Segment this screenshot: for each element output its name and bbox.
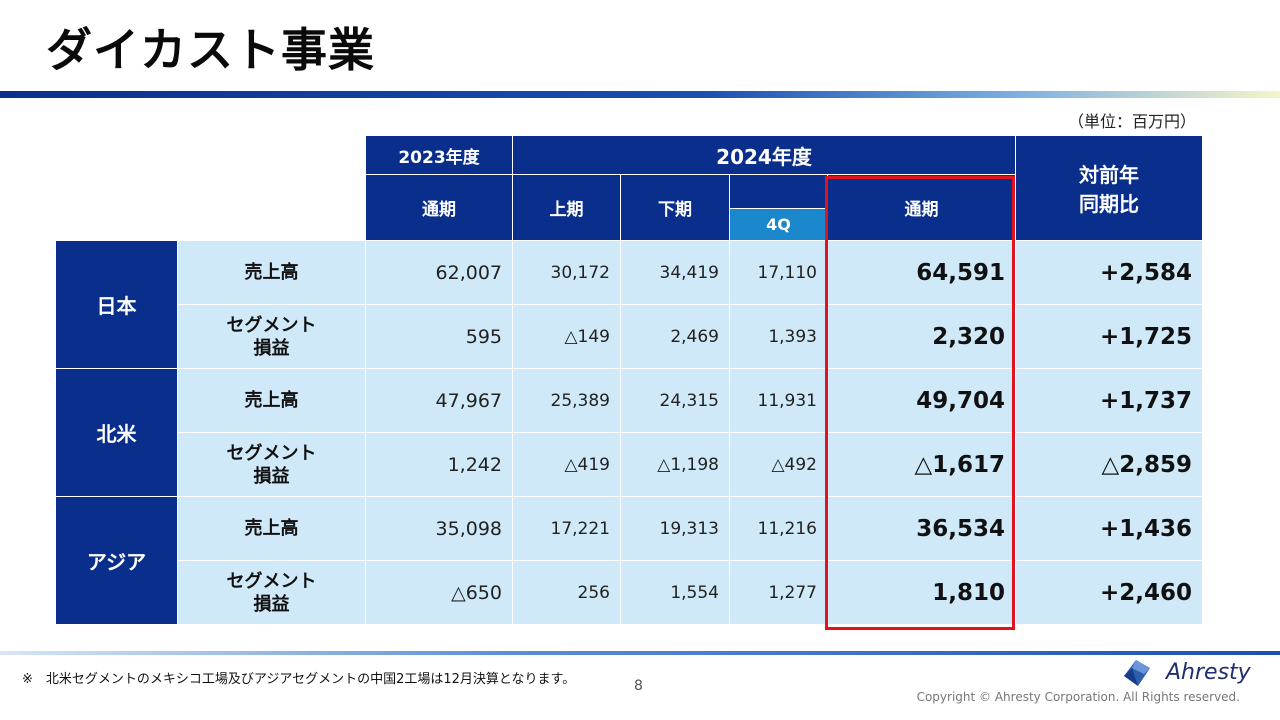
footer-bar bbox=[0, 651, 1280, 655]
cell-h1: 17,221 bbox=[512, 496, 621, 561]
cell-h2: △1,198 bbox=[620, 432, 730, 497]
unit-label: （単位：百万円） bbox=[1067, 112, 1196, 131]
header-yoy-line1: 対前年 bbox=[1079, 163, 1139, 187]
item-sales: 売上高 bbox=[177, 240, 366, 305]
header-q4: 4Q bbox=[729, 208, 828, 241]
header-fy2023: 2023年度 bbox=[365, 135, 513, 175]
cell-fy2024: 1,810 bbox=[827, 560, 1016, 625]
item-segment-line1: セグメント bbox=[226, 442, 317, 464]
item-sales: 売上高 bbox=[177, 368, 366, 433]
cell-h2: 19,313 bbox=[620, 496, 730, 561]
cell-h2: 2,469 bbox=[620, 304, 730, 369]
cell-yoy: +2,460 bbox=[1015, 560, 1203, 625]
item-segment-profit: セグメント 損益 bbox=[177, 304, 366, 369]
cell-yoy: +2,584 bbox=[1015, 240, 1203, 305]
cell-yoy: +1,737 bbox=[1015, 368, 1203, 433]
region-japan: 日本 bbox=[55, 240, 178, 369]
cell-yoy: +1,436 bbox=[1015, 496, 1203, 561]
cell-q4: 1,393 bbox=[729, 304, 828, 369]
cell-h2: 1,554 bbox=[620, 560, 730, 625]
header-h1: 上期 bbox=[512, 174, 621, 241]
cell-fy2024: 2,320 bbox=[827, 304, 1016, 369]
header-full-year-2023: 通期 bbox=[365, 174, 513, 241]
cell-fy2024: 49,704 bbox=[827, 368, 1016, 433]
title-underline-bar bbox=[0, 91, 1280, 98]
item-segment-line1: セグメント bbox=[226, 314, 317, 336]
item-segment-line2: 損益 bbox=[253, 465, 290, 487]
cell-yoy: +1,725 bbox=[1015, 304, 1203, 369]
header-yoy-line2: 同期比 bbox=[1079, 192, 1139, 216]
header-yoy: 対前年 同期比 bbox=[1015, 135, 1203, 241]
region-asia: アジア bbox=[55, 496, 178, 625]
cell-fy2023: 1,242 bbox=[365, 432, 513, 497]
header-h2: 下期 bbox=[620, 174, 730, 241]
cell-q4: 11,931 bbox=[729, 368, 828, 433]
footnote: ※ 北米セグメントのメキシコ工場及びアジアセグメントの中国2工場は12月決算とな… bbox=[22, 672, 576, 687]
cell-fy2023: 595 bbox=[365, 304, 513, 369]
cell-h1: 25,389 bbox=[512, 368, 621, 433]
cell-h2: 24,315 bbox=[620, 368, 730, 433]
header-full-year-2024: 通期 bbox=[827, 174, 1016, 241]
item-segment-profit: セグメント 損益 bbox=[177, 432, 366, 497]
page-title: ダイカスト事業 bbox=[46, 23, 375, 77]
cell-h1: △419 bbox=[512, 432, 621, 497]
cell-fy2023: △650 bbox=[365, 560, 513, 625]
cell-q4: 1,277 bbox=[729, 560, 828, 625]
cell-fy2024: 64,591 bbox=[827, 240, 1016, 305]
cell-q4: △492 bbox=[729, 432, 828, 497]
cell-fy2023: 35,098 bbox=[365, 496, 513, 561]
copyright: Copyright © Ahresty Corporation. All Rig… bbox=[916, 690, 1240, 704]
item-segment-line2: 損益 bbox=[253, 593, 290, 615]
cell-h1: 30,172 bbox=[512, 240, 621, 305]
header-fy2024: 2024年度 bbox=[512, 135, 1016, 175]
cell-h1: △149 bbox=[512, 304, 621, 369]
logo-wordmark: Ahresty bbox=[1166, 660, 1251, 685]
item-segment-line2: 損益 bbox=[253, 337, 290, 359]
item-sales: 売上高 bbox=[177, 496, 366, 561]
page-number: 8 bbox=[634, 678, 643, 694]
die-casting-table: 2023年度 2024年度 対前年 同期比 通期 上期 下期 通期 4Q 日本 … bbox=[55, 135, 1203, 625]
cell-q4: 17,110 bbox=[729, 240, 828, 305]
region-north-america: 北米 bbox=[55, 368, 178, 497]
cell-h1: 256 bbox=[512, 560, 621, 625]
header-q4-spacer bbox=[729, 174, 828, 209]
cell-h2: 34,419 bbox=[620, 240, 730, 305]
item-segment-profit: セグメント 損益 bbox=[177, 560, 366, 625]
ahresty-logo-icon bbox=[1124, 660, 1150, 686]
item-segment-line1: セグメント bbox=[226, 570, 317, 592]
cell-q4: 11,216 bbox=[729, 496, 828, 561]
cell-fy2023: 47,967 bbox=[365, 368, 513, 433]
corner-blank bbox=[55, 135, 366, 241]
cell-fy2023: 62,007 bbox=[365, 240, 513, 305]
cell-fy2024: 36,534 bbox=[827, 496, 1016, 561]
cell-yoy: △2,859 bbox=[1015, 432, 1203, 497]
cell-fy2024: △1,617 bbox=[827, 432, 1016, 497]
